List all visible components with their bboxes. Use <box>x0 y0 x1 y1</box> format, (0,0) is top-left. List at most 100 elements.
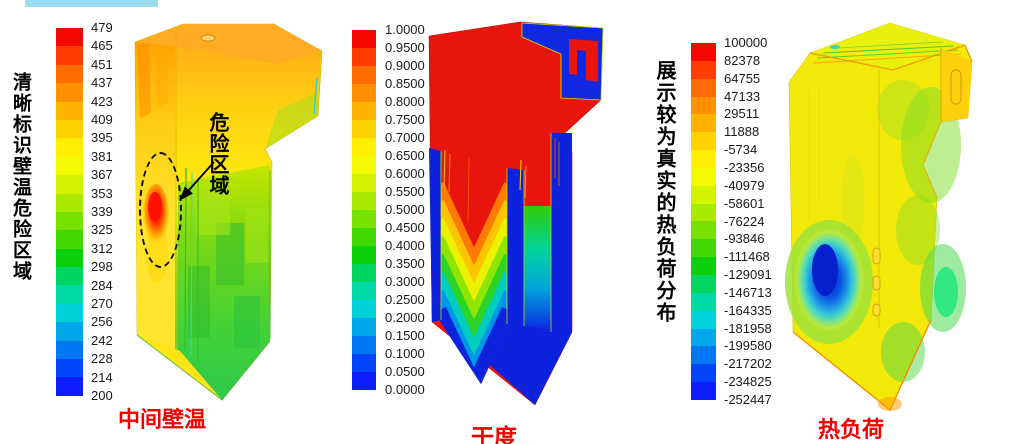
colorbar-band <box>691 221 716 240</box>
colorbar-band <box>691 364 716 383</box>
colorbar-band <box>691 292 716 311</box>
scale-tick: 270 <box>91 296 113 311</box>
colorbar-band <box>691 78 716 97</box>
scale-tick: 367 <box>91 167 113 183</box>
colorbar-band <box>691 167 716 186</box>
scale-tick: -234825 <box>724 374 772 390</box>
colorbar-band <box>352 84 376 102</box>
scale-tick: 0.2500 <box>385 292 425 307</box>
colorbar-band <box>56 267 83 286</box>
colorbar-band <box>56 230 83 249</box>
colorbar-band <box>352 318 376 336</box>
scale-tick: 298 <box>91 259 113 275</box>
colorbar-band <box>352 156 376 174</box>
scale-tick: -199580 <box>724 338 772 354</box>
scale-tick: 0.4000 <box>385 238 425 253</box>
scale-tick: 214 <box>91 369 113 385</box>
colorbar-band <box>352 282 376 300</box>
colorbar-band <box>56 64 83 84</box>
scale-tick: 29511 <box>724 106 760 122</box>
colorbar-band <box>56 119 83 139</box>
scale-tick: 451 <box>91 56 113 72</box>
scale-tick: 395 <box>91 130 113 146</box>
scale-tick: 0.5000 <box>385 202 425 217</box>
danger-arrow-icon <box>179 161 215 201</box>
colorbar-band <box>691 185 716 204</box>
scale-tick: 312 <box>91 240 113 256</box>
caption-heat-load: 热负荷 <box>818 418 885 443</box>
colorbar-band <box>691 203 716 222</box>
colorbar-band <box>56 28 83 47</box>
colorbar-band <box>352 192 376 210</box>
figure-dryness <box>428 21 604 406</box>
colorbar-band <box>352 300 376 318</box>
colorbar-band <box>691 43 716 61</box>
scale-tick: 0.8000 <box>385 94 425 109</box>
scale-tick: 0.5500 <box>385 184 425 199</box>
scale-tick: 0.1000 <box>385 346 425 361</box>
side-caption-wall-temp: 清晰标识壁温危险区域 <box>10 72 32 282</box>
colorbar-band <box>691 150 716 168</box>
colorbar-band <box>691 239 716 258</box>
scale-tick: -93846 <box>724 231 765 247</box>
colorbar-band <box>56 377 83 396</box>
scale-tick: -5734 <box>724 142 758 158</box>
scale-tick: -146713 <box>724 284 772 300</box>
colorbar-band <box>352 354 376 372</box>
colorbar-band <box>352 120 376 138</box>
scale-tick: 0.6500 <box>385 148 425 163</box>
colorbar-band <box>352 372 376 390</box>
scale-tick: -252447 <box>724 392 772 407</box>
scale-tick: 0.9000 <box>385 58 425 73</box>
colorbar-band <box>691 132 716 151</box>
scale-tick: 64755 <box>724 70 761 86</box>
colorbar-band <box>56 138 83 157</box>
scale-tick: 0.0500 <box>385 364 425 379</box>
colorbar-band <box>352 30 376 48</box>
scale-tick: 409 <box>91 112 113 127</box>
colorbar-band <box>56 83 83 102</box>
scale-tick: 0.0000 <box>385 382 425 397</box>
scale-tick: -23356 <box>724 159 765 175</box>
colorbar-band <box>691 114 716 133</box>
scale-tick: -111468 <box>724 249 770 265</box>
colorbar-band <box>56 285 83 304</box>
colorbar-band <box>691 257 716 275</box>
colorbar-band <box>691 382 716 400</box>
colorbar-dryness <box>352 30 376 390</box>
colorbar-band <box>56 46 83 65</box>
scale-tick: 11888 <box>724 124 760 140</box>
colorbar-band <box>352 102 376 120</box>
scale-tick: 0.3000 <box>385 274 425 289</box>
scale-tick: 381 <box>91 148 113 164</box>
scale-tick: 0.2000 <box>385 310 425 325</box>
colorbar-band <box>691 328 716 347</box>
scale-tick: 0.8500 <box>385 76 425 91</box>
danger-zone-label: 危险区域 <box>206 112 230 196</box>
colorbar-band <box>691 96 716 115</box>
colorbar-band <box>352 264 376 282</box>
colorbar-band <box>352 210 376 228</box>
scale-tick: 228 <box>91 351 113 367</box>
scale-tick: 339 <box>91 204 113 219</box>
colorbar-band <box>56 211 83 231</box>
scale-tick: 0.1500 <box>385 328 425 343</box>
colorbar-band <box>56 340 83 360</box>
colorbar-band <box>56 193 83 212</box>
scale-tick: -58601 <box>724 195 765 211</box>
colorbar-band <box>56 303 83 323</box>
caption-dryness: 干度 <box>471 425 517 444</box>
side-caption-heat-load: 展示较为真实的热负荷分布 <box>653 60 677 324</box>
colorbar-band <box>691 60 716 79</box>
colorbar-band <box>56 156 83 176</box>
scale-tick: 437 <box>91 75 113 91</box>
scale-tick: 284 <box>91 277 113 293</box>
scale-tick: 353 <box>91 185 113 201</box>
scale-tick: 1.0000 <box>385 22 425 37</box>
colorbar-band <box>352 228 376 246</box>
colorbar-band <box>56 322 83 341</box>
colorbar-heat-load <box>691 43 716 400</box>
scale-tick: -129091 <box>724 267 772 283</box>
colorbar-band <box>56 359 83 378</box>
